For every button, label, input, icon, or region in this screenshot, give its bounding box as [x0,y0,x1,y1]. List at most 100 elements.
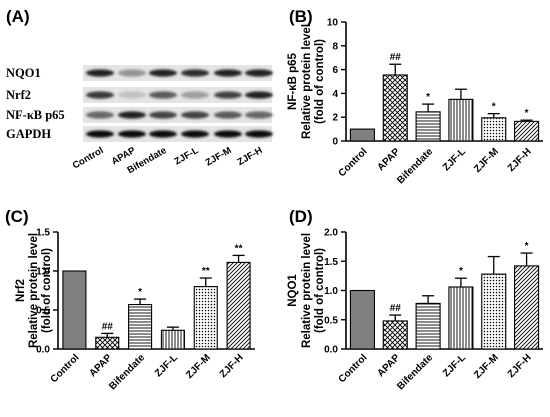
significance-marker: * [426,92,430,103]
blot-row-label: GAPDH [6,127,51,141]
blot-band [149,111,177,119]
bar-zjf-h [514,120,540,142]
y-axis-label: (fold of control) [41,248,53,333]
bar-apap [382,74,408,142]
y-tick-label: 0.0 [324,345,338,356]
x-category-label: Control [337,146,370,179]
significance-marker: ## [390,52,402,63]
x-category-label: ZJF-H [218,352,246,380]
blot-row-label: NF-κB p65 [6,108,65,122]
significance-marker: * [459,266,463,277]
x-category-label: ZJF-M [472,146,501,175]
bar-chart-panel: (B) 0 2 4 6 8 10 NF-κB p65 Relative protein leve… [287,7,543,186]
significance-marker: ## [102,321,114,332]
blot-lane-label: ZJF-L [173,145,201,168]
bar-bifendate [415,111,441,142]
blot-band [86,130,114,138]
blot-band [86,111,114,119]
bar-zjf-l [448,98,474,142]
y-axis-label: Relative protein level [28,233,40,348]
x-category-label: ZJF-H [506,352,534,380]
bar-bifendate [415,302,441,350]
bar-zjf-m [481,273,507,350]
blot-strip [83,126,272,142]
panel-letter: (B) [289,7,313,26]
bar-zjf-l [448,286,474,350]
y-axis-label: Relative protein level [301,233,313,348]
y-axis-label: Relative protein level [301,24,313,139]
blot-lane-label: Control [71,145,106,171]
x-category-label: Bifendate [395,146,435,186]
blot-row-label: Nrf2 [6,88,31,102]
blot-band [181,111,209,119]
y-tick-label: 4 [332,89,338,100]
blot-band [214,130,242,138]
y-tick-label: 10 [327,18,339,29]
y-tick-label: 1.0 [324,286,338,297]
blot-row: NF-κB p65 [6,107,273,123]
bar-apap [382,320,408,350]
significance-marker: * [525,241,529,252]
y-tick-label: 2.0 [324,228,338,239]
y-tick-label: 0.0 [36,345,50,356]
x-category-label: Control [49,352,82,385]
x-category-label: ZJF-L [441,146,468,173]
blot-band [86,91,114,99]
x-category-label: ZJF-M [184,352,213,381]
y-axis-label: NQO1 [287,274,299,307]
panel-letter: (D) [289,207,313,226]
significance-marker: ## [390,303,402,314]
blot-strip [83,107,272,123]
y-tick-label: 1.5 [36,228,50,239]
blot-band [118,130,146,138]
y-axis-label: (fold of control) [314,39,326,124]
blot-lane-label: ZJF-H [236,145,265,168]
blot-band [149,130,177,138]
x-category-label: APAP [375,146,402,173]
blot-band [245,69,273,77]
y-tick-label: 1.0 [36,267,50,278]
bar-chart-panel: (C) 0.0 0.5 1.0 1.5 Nrf2 Relative protein leve… [5,207,255,392]
blot-strip [83,65,272,81]
bar-control [349,128,375,142]
blot-band [214,69,242,77]
x-category-label: Control [337,352,370,385]
blot-row: GAPDH [6,126,273,142]
bar-zjf-m [193,286,218,350]
significance-marker: ** [202,266,210,277]
significance-marker: * [492,102,496,113]
y-tick-label: 2 [332,113,338,124]
blot-row: Nrf2 [6,87,273,103]
x-category-label: Bifendate [107,352,147,392]
blot-band [118,69,146,77]
blot-band [214,111,242,119]
bar-zjf-h [226,261,251,350]
x-category-label: ZJF-H [506,146,534,174]
significance-marker: ** [235,243,243,254]
blot-band [181,130,209,138]
x-category-label: APAP [87,352,114,379]
blot-band [245,111,273,119]
y-axis-label: NF-κB p65 [287,52,299,109]
bar-bifendate [128,303,153,350]
x-category-label: ZJF-L [441,352,468,379]
blot-band [181,69,209,77]
significance-marker: * [525,108,529,119]
x-category-label: Bifendate [395,352,435,392]
bar-zjf-h [514,265,540,350]
y-tick-label: 1.5 [324,257,338,268]
y-axis-label: (fold of control) [314,248,326,333]
y-tick-label: 8 [332,41,338,52]
blot-band [118,111,146,119]
bar-control [62,270,87,350]
blot-band [149,69,177,77]
blot-band [214,91,242,99]
bar-zjf-l [160,329,185,350]
blot-band [149,91,177,99]
blot-band [181,91,209,99]
x-category-label: ZJF-L [153,352,180,379]
blot-band [245,91,273,99]
y-tick-label: 0 [332,137,338,148]
x-category-label: ZJF-M [472,352,501,381]
